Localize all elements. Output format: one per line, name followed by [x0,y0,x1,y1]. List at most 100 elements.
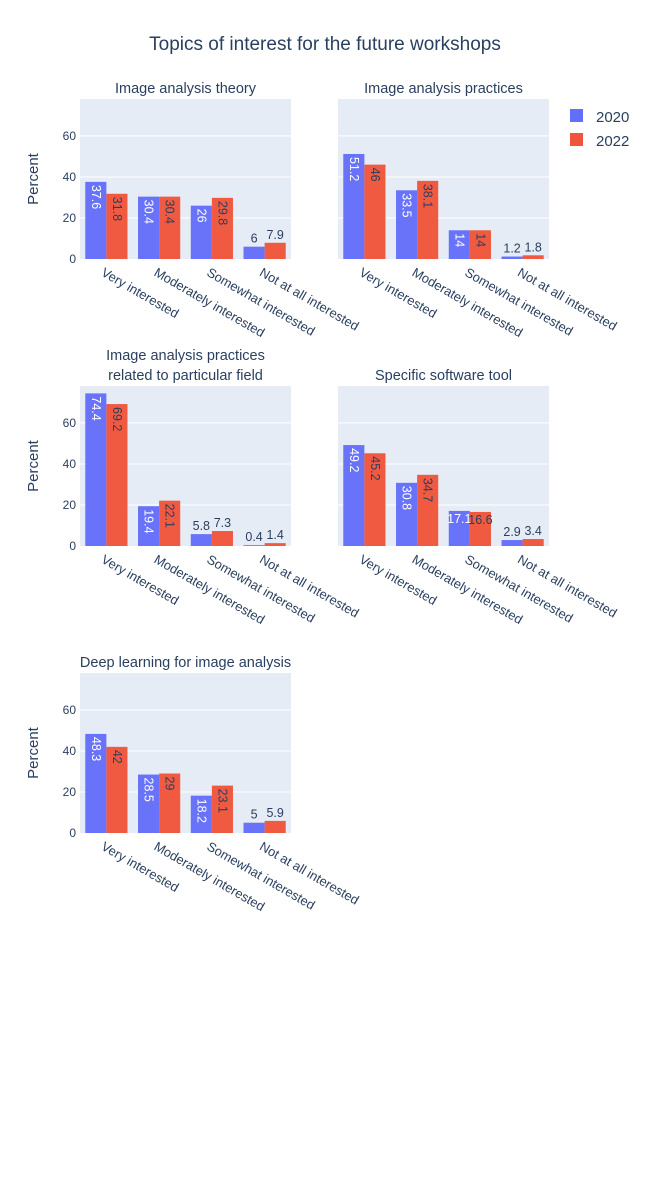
bar-2022 [264,242,286,259]
bar-2022 [106,404,128,546]
bar-2020 [138,506,160,546]
data-label: 19.4 [142,509,156,533]
bar-2020 [85,393,107,546]
bar-2020 [243,246,265,259]
data-label: 31.8 [110,197,124,221]
data-label: 26 [194,209,208,223]
bar-2022 [522,255,544,259]
y-tick-label: 60 [63,416,77,430]
data-label: 33.5 [400,193,414,217]
bar-2022 [364,164,386,259]
data-label: 16.6 [468,513,492,527]
data-label: 0.4 [245,530,262,544]
data-label: 48.3 [89,737,103,761]
data-label: 14 [452,233,466,247]
data-label: 6 [251,232,258,246]
data-label: 51.2 [347,157,361,181]
data-label: 74.4 [89,396,103,420]
data-label: 28.5 [142,778,156,802]
bar-2020 [343,153,365,259]
y-tick-label: 0 [69,539,76,553]
bar-2020 [448,510,470,546]
data-label: 45.2 [368,456,382,480]
y-tick-label: 0 [69,252,76,266]
y-tick-label: 20 [63,211,77,225]
data-label: 49.2 [347,448,361,472]
data-label: 5.9 [266,806,283,820]
bar-2020 [85,181,107,259]
subplot-title: Image analysis practices [364,81,523,97]
data-label: 30.4 [142,200,156,224]
subplot-0: 0 20 40 60 Image analysis theory Percent 37.6 3… [25,81,362,340]
data-label: 5 [251,808,258,822]
data-label: 69.2 [110,407,124,431]
y-tick-label: 40 [63,457,77,471]
legend-label-2020[interactable]: 2020 [596,109,629,126]
y-axis-label: Percent [25,152,42,205]
data-label: 14 [473,233,487,247]
legend[interactable]: 2020 2022 [570,109,629,150]
subplot-4: 0 20 40 60 Deep learning for image analysis P… [25,655,362,914]
subplot-title: Deep learning for image analysis [80,655,291,671]
bar-2022 [469,511,491,546]
bar-2022 [159,196,181,259]
bar-2020 [396,482,418,546]
subplot-2: 0 20 40 60 Image analysis practices related t… [25,348,362,627]
bar-2020 [190,534,212,546]
bar-2022 [211,531,233,546]
bar-2020 [138,196,160,259]
y-tick-label: 60 [63,703,77,717]
data-label: 34.7 [421,478,435,502]
data-label: 18.2 [194,799,208,823]
data-label: 5.8 [193,519,210,533]
subplot-title: Image analysis theory [115,81,257,97]
data-label: 1.8 [524,240,541,254]
bar-2020 [190,205,212,259]
legend-swatch-2022[interactable] [570,133,583,146]
data-label: 23.1 [215,789,229,813]
subplot-title: Image analysis practices [106,348,265,364]
bar-2022 [264,543,286,546]
subplot-3: Specific software tool 49.2 30.8 17.1 2.9 45.… [338,368,620,627]
data-label: 3.4 [524,524,541,538]
figure-title: Topics of interest for the future worksh… [149,34,501,55]
bar-2020 [243,545,265,546]
bar-2020 [138,774,160,833]
bar-2020 [190,795,212,833]
y-tick-label: 40 [63,744,77,758]
bar-2020 [343,445,365,546]
data-label: 38.1 [421,184,435,208]
data-label: 7.3 [214,516,231,530]
subplot-title-line2: related to particular field [108,368,263,384]
y-tick-label: 40 [63,170,77,184]
data-label: 7.9 [266,228,283,242]
data-label: 42 [110,750,124,764]
data-label: 30.4 [163,200,177,224]
legend-label-2022[interactable]: 2022 [596,133,629,150]
data-label: 46 [368,168,382,182]
bar-2020 [448,230,470,259]
data-label: 29 [163,777,177,791]
bar-2022 [264,820,286,833]
bar-2022 [417,180,439,259]
bar-2020 [396,190,418,259]
y-tick-label: 20 [63,498,77,512]
data-label: 2.9 [503,525,520,539]
bar-2022 [211,197,233,259]
legend-swatch-2020[interactable] [570,109,583,122]
y-axis-label: Percent [25,726,42,779]
bar-2022 [159,773,181,833]
data-label: 1.4 [266,528,283,542]
data-label: 29.8 [215,201,229,225]
data-label: 17.1 [447,512,471,526]
data-label: 22.1 [163,504,177,528]
bar-2022 [106,746,128,833]
y-axis-label: Percent [25,439,42,492]
bar-2022 [364,453,386,546]
y-tick-label: 60 [63,129,77,143]
bar-2020 [85,733,107,833]
y-tick-label: 0 [69,826,76,840]
data-label: 37.6 [89,185,103,209]
